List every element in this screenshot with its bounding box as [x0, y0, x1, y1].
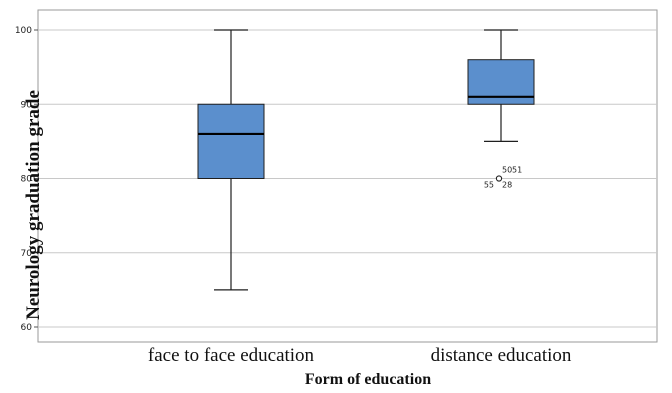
x-category-label: face to face education — [148, 345, 315, 366]
x-category-label: distance education — [431, 345, 572, 366]
y-tick-label: 90 — [21, 100, 33, 110]
box-group: 50 51 55 28 — [467, 29, 535, 190]
outlier-label: 28 — [502, 181, 512, 190]
y-tick-label: 70 — [21, 249, 33, 259]
outlier-label: 51 — [512, 166, 522, 175]
x-axis-title: Form of education — [305, 371, 431, 388]
iqr-box — [197, 103, 265, 179]
x-axis-categories: face to face education distance education — [148, 345, 572, 366]
gridlines — [38, 29, 657, 328]
y-axis-title: Neurology graduation grade — [23, 90, 44, 320]
plot-frame — [37, 9, 658, 343]
outlier-label: 50 — [502, 166, 512, 175]
box-group — [197, 29, 265, 291]
y-tick-label: 100 — [15, 26, 32, 36]
y-axis-ticks: 60 70 80 90 100 — [15, 26, 38, 333]
y-tick-label: 60 — [21, 323, 33, 333]
y-tick-label: 80 — [21, 175, 33, 185]
boxes: 50 51 55 28 — [197, 29, 535, 291]
outlier-label: 55 — [484, 181, 494, 190]
outlier-point — [495, 175, 503, 182]
